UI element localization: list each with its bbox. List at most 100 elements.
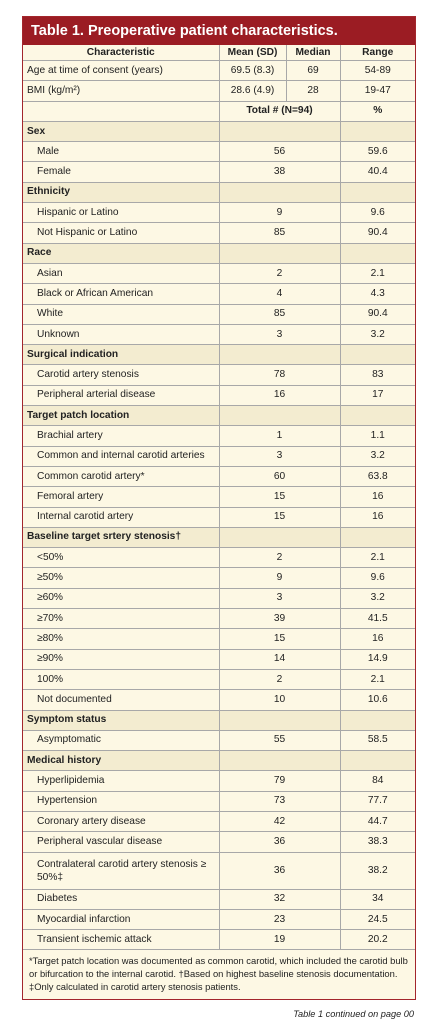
row-label: Peripheral vascular disease xyxy=(23,831,220,853)
row-count: 55 xyxy=(218,729,341,752)
row-percent: 3.2 xyxy=(339,323,415,346)
row-label: Common and internal carotid arteries xyxy=(23,445,220,467)
table-row: Hypertension 73 77.7 xyxy=(23,790,415,812)
row-label: White xyxy=(23,303,220,325)
section-blank xyxy=(218,750,341,772)
table-row: Myocardial infarction 23 24.5 xyxy=(23,908,415,931)
row-percent: 84 xyxy=(339,770,415,792)
row-percent: 34 xyxy=(339,888,415,910)
table-row: ≥90% 14 14.9 xyxy=(23,648,415,670)
row-label: Black or African American xyxy=(23,283,220,305)
table-row: ≥70% 39 41.5 xyxy=(23,608,415,630)
summary-median: 28 xyxy=(285,80,341,102)
summary-label: Age at time of consent (years) xyxy=(23,59,220,82)
row-label: Myocardial infarction xyxy=(23,908,220,931)
row-count: 3 xyxy=(218,587,341,610)
row-label: Common carotid artery* xyxy=(23,465,220,488)
row-count: 38 xyxy=(218,161,341,183)
section-row: Race xyxy=(23,242,415,264)
row-count: 36 xyxy=(218,851,341,890)
row-percent: 40.4 xyxy=(339,161,415,183)
row-label: Asian xyxy=(23,262,220,285)
row-label: Coronary artery disease xyxy=(23,810,220,833)
row-label: Unknown xyxy=(23,323,220,346)
row-label: Femoral artery xyxy=(23,486,220,508)
row-label: Hyperlipidemia xyxy=(23,770,220,792)
row-count: 79 xyxy=(218,770,341,792)
section-row: Ethnicity xyxy=(23,181,415,204)
row-count: 9 xyxy=(218,567,341,589)
section-label: Surgical indication xyxy=(23,344,220,366)
table-row: Not documented 10 10.6 xyxy=(23,689,415,711)
table-row: ≥50% 9 9.6 xyxy=(23,567,415,589)
section-blank xyxy=(218,709,341,731)
row-percent: 77.7 xyxy=(339,790,415,812)
row-percent: 59.6 xyxy=(339,141,415,163)
row-label: Female xyxy=(23,161,220,183)
summary-label: BMI (kg/m²) xyxy=(23,80,220,102)
table-row: Female 38 40.4 xyxy=(23,161,415,183)
row-count: 56 xyxy=(218,141,341,163)
continued-note: Table 1 continued on page 00 xyxy=(293,1009,414,1019)
table-frame: Table 1. Preoperative patient characteri… xyxy=(22,16,416,1001)
row-count: 32 xyxy=(218,888,341,910)
row-percent: 4.3 xyxy=(339,283,415,305)
row-count: 3 xyxy=(218,445,341,467)
row-label: Contralateral carotid artery stenosis ≥ … xyxy=(23,851,220,890)
section-row: Surgical indication xyxy=(23,344,415,366)
header-range: Range xyxy=(339,45,415,61)
row-count: 60 xyxy=(218,465,341,488)
row-count: 36 xyxy=(218,831,341,853)
table-row: Peripheral vascular disease 36 38.3 xyxy=(23,831,415,853)
table-row: ≥60% 3 3.2 xyxy=(23,587,415,610)
table-row: White 85 90.4 xyxy=(23,303,415,325)
row-percent: 38.3 xyxy=(339,831,415,853)
table-row: Carotid artery stenosis 78 83 xyxy=(23,364,415,386)
section-blank xyxy=(339,709,415,731)
row-count: 4 xyxy=(218,283,341,305)
table-row: Unknown 3 3.2 xyxy=(23,323,415,346)
row-percent: 58.5 xyxy=(339,729,415,752)
row-count: 15 xyxy=(218,486,341,508)
table-row: Internal carotid artery 15 16 xyxy=(23,506,415,528)
row-count: 85 xyxy=(218,303,341,325)
header-median: Median xyxy=(285,45,341,61)
section-label: Symptom status xyxy=(23,709,220,731)
table-row: Common carotid artery* 60 63.8 xyxy=(23,465,415,488)
table-footnote: *Target patch location was documented as… xyxy=(23,950,415,1000)
table-row: Femoral artery 15 16 xyxy=(23,486,415,508)
summary-row-age: Age at time of consent (years) 69.5 (8.3… xyxy=(23,59,415,82)
row-label: ≥70% xyxy=(23,608,220,630)
row-count: 42 xyxy=(218,810,341,833)
table-row: <50% 2 2.1 xyxy=(23,547,415,569)
summary-mean-sd: 69.5 (8.3) xyxy=(218,59,287,82)
table-row: Diabetes 32 34 xyxy=(23,888,415,910)
row-percent: 2.1 xyxy=(339,262,415,285)
row-percent: 9.6 xyxy=(339,567,415,589)
table-row: Not Hispanic or Latino 85 90.4 xyxy=(23,222,415,244)
section-label: Race xyxy=(23,242,220,264)
summary-range: 19-47 xyxy=(339,80,415,102)
row-count: 2 xyxy=(218,668,341,691)
row-label: ≥60% xyxy=(23,587,220,610)
section-row: Symptom status xyxy=(23,709,415,731)
section-blank xyxy=(218,405,341,427)
row-label: ≥80% xyxy=(23,628,220,650)
section-blank xyxy=(339,526,415,549)
row-count: 9 xyxy=(218,202,341,224)
table-row: Peripheral arterial disease 16 17 xyxy=(23,384,415,407)
row-count: 1 xyxy=(218,425,341,447)
row-count: 19 xyxy=(218,929,341,951)
table-row: Contralateral carotid artery stenosis ≥ … xyxy=(23,851,415,890)
row-label: Asymptomatic xyxy=(23,729,220,752)
row-percent: 14.9 xyxy=(339,648,415,670)
totals-header-percent: % xyxy=(339,100,415,122)
row-percent: 63.8 xyxy=(339,465,415,488)
section-blank xyxy=(339,405,415,427)
row-label: Diabetes xyxy=(23,888,220,910)
section-label: Sex xyxy=(23,120,220,143)
summary-mean-sd: 28.6 (4.9) xyxy=(218,80,287,102)
row-percent: 3.2 xyxy=(339,587,415,610)
row-count: 39 xyxy=(218,608,341,630)
section-blank xyxy=(339,242,415,264)
